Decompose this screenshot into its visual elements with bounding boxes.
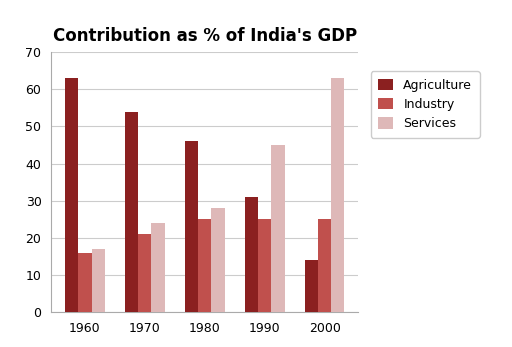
Bar (185, 141, 198, 312)
Bar (318, 219, 331, 312)
Bar (78, 253, 92, 312)
Bar (211, 208, 225, 312)
Bar (258, 219, 271, 312)
Bar (198, 219, 211, 312)
Bar (65, 78, 78, 312)
Bar (305, 260, 318, 312)
Title: Contribution as % of India's GDP: Contribution as % of India's GDP (53, 27, 357, 45)
Bar (245, 197, 258, 312)
Legend: Agriculture, Industry, Services: Agriculture, Industry, Services (371, 71, 480, 138)
Bar (138, 234, 152, 312)
Bar (125, 111, 138, 312)
Bar (331, 78, 345, 312)
Bar (271, 145, 285, 312)
Bar (152, 223, 165, 312)
Bar (92, 249, 105, 312)
